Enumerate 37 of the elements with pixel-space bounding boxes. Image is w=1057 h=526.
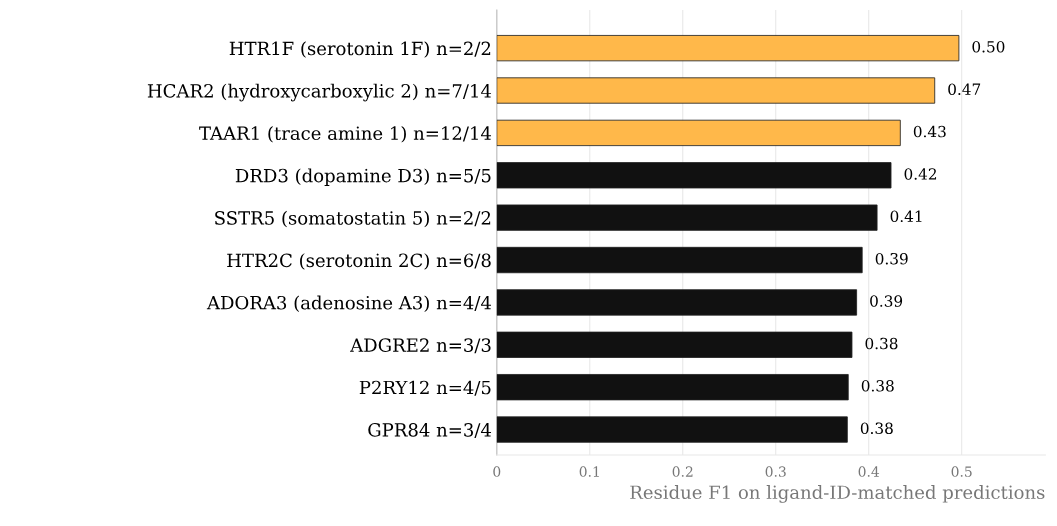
bar	[496, 246, 863, 274]
y-tick-label: ADORA3 (adenosine A3) n=4/4	[206, 295, 492, 313]
y-tick-label: HCAR2 (hydroxycarboxylic 2) n=7/14	[147, 83, 492, 102]
bar	[496, 35, 960, 62]
bar	[496, 204, 878, 231]
bar	[496, 77, 936, 104]
bar	[496, 162, 892, 189]
x-axis-title: Residue F1 on ligand-ID-matched predictions	[630, 485, 1045, 503]
data-label: 0.50	[972, 41, 1005, 53]
y-tick-label: SSTR5 (somatostatin 5) n=2/2	[215, 210, 491, 228]
bar	[496, 416, 848, 443]
x-tick-label: 0.3	[765, 466, 786, 477]
x-tick-label: 0.4	[858, 466, 880, 477]
bar	[496, 119, 901, 147]
y-tick-label: P2RY12 n=4/5	[359, 380, 491, 396]
bar	[496, 331, 853, 358]
x-tick-label: 0.1	[579, 466, 599, 477]
x-tick-label: 0.2	[672, 466, 693, 477]
data-label: 0.43	[913, 125, 946, 138]
data-label: 0.38	[860, 422, 893, 434]
y-tick-label: HTR1F (serotonin 1F) n=2/2	[229, 41, 491, 58]
data-label: 0.38	[861, 380, 894, 392]
data-label: 0.39	[875, 252, 908, 265]
y-tick-label: DRD3 (dopamine D3) n=5/5	[235, 168, 491, 186]
y-tick-label: ADGRE2 n=3/3	[350, 338, 491, 354]
data-label: 0.42	[904, 168, 937, 180]
y-tick-label: HTR2C (serotonin 2C) n=6/8	[227, 253, 491, 270]
x-tick-label: 0.5	[951, 466, 972, 477]
x-tick-label: 0	[493, 466, 501, 477]
y-tick-label: GPR84 n=3/4	[368, 423, 492, 439]
y-tick-label: TAAR1 (trace amine 1) n=12/14	[199, 126, 492, 143]
data-label: 0.47	[948, 83, 981, 95]
data-label: 0.38	[865, 337, 898, 350]
bar	[496, 289, 858, 316]
data-label: 0.39	[870, 295, 903, 307]
bar	[496, 374, 849, 401]
data-label: 0.41	[890, 210, 922, 223]
